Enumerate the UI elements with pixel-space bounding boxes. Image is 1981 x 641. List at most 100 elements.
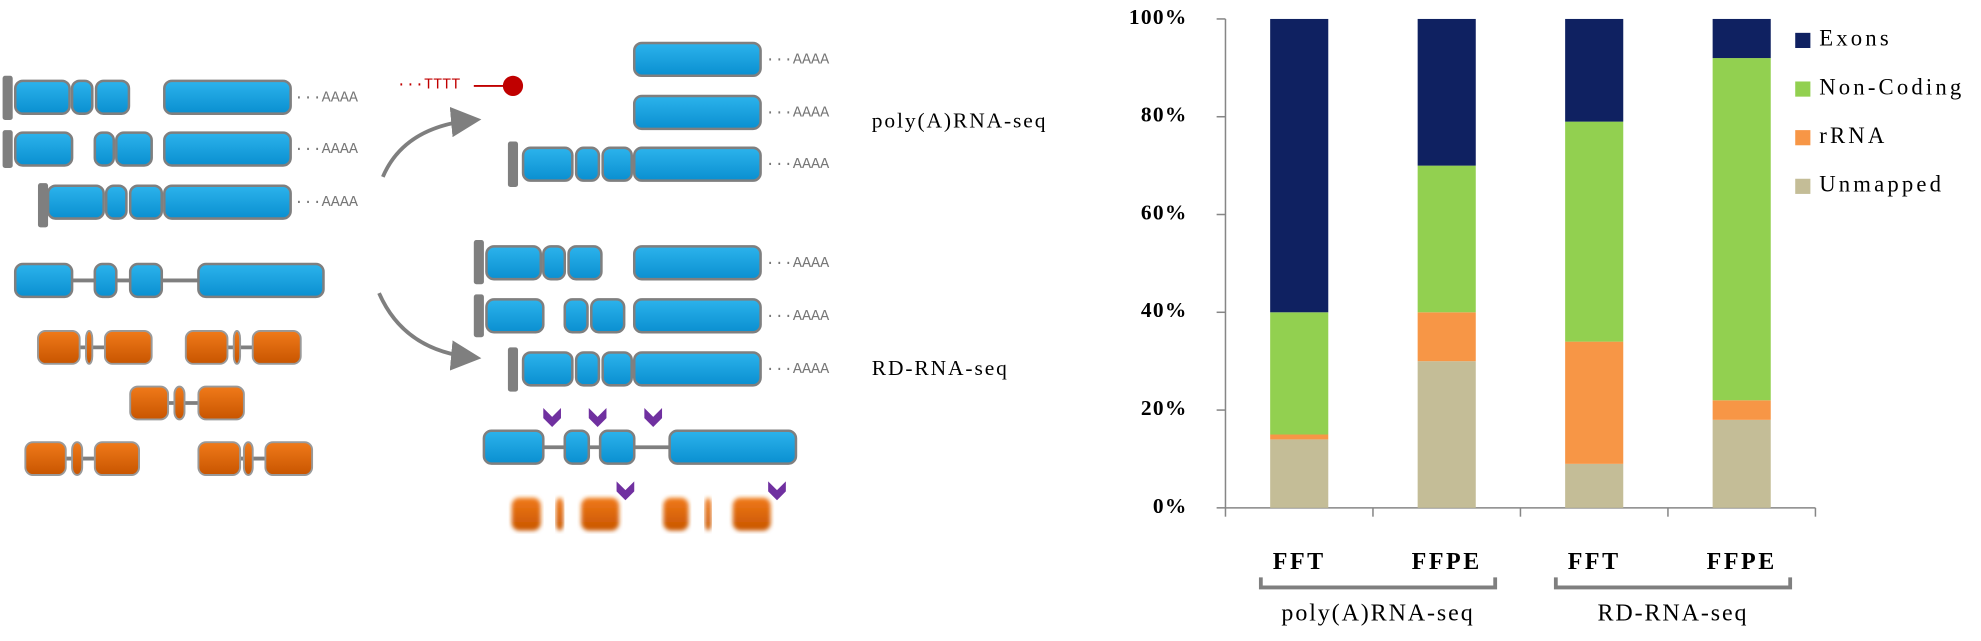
exon — [93, 262, 118, 299]
group-label: poly(A)RNA-seq — [1281, 601, 1474, 627]
fragment — [24, 441, 67, 476]
exon — [128, 184, 164, 220]
bar-segment — [1712, 58, 1771, 401]
exon — [197, 262, 325, 299]
group-label: RD-RNA-seq — [1598, 601, 1749, 627]
bar-segment — [1270, 439, 1329, 508]
poly-a-tail: ···AAAA — [294, 193, 359, 211]
exon — [521, 146, 574, 182]
bar-segment — [1270, 18, 1329, 313]
group-bracket — [1258, 577, 1498, 590]
arrow — [377, 292, 482, 371]
exon — [563, 429, 591, 465]
cut-site — [768, 481, 786, 501]
exon — [128, 262, 164, 299]
primer: ···TTTT — [397, 76, 461, 94]
bar-segment — [1565, 121, 1624, 342]
exon — [574, 146, 601, 182]
exon — [542, 245, 567, 281]
cap — [37, 183, 49, 228]
fragment — [732, 497, 771, 531]
exon — [598, 429, 636, 465]
bar-segment — [1712, 18, 1771, 59]
exon — [93, 131, 116, 167]
exon — [632, 94, 762, 131]
bar-segment — [1712, 400, 1771, 420]
method-label: poly(A)RNA-seq — [872, 108, 1048, 132]
legend-swatch — [1795, 130, 1811, 146]
cut-site — [588, 408, 607, 427]
fragment — [511, 497, 541, 531]
exon — [632, 351, 762, 387]
chart: 0% 20% 40% 60% 80% 100% FFT FFPE FFT FFPE poly(A)R… — [1129, 5, 1964, 627]
fragment — [129, 385, 170, 421]
group-bracket — [1553, 577, 1793, 590]
exon — [632, 146, 762, 182]
primer-bead — [502, 75, 524, 97]
exon — [482, 429, 545, 465]
fragment — [103, 330, 153, 365]
poly-a-tail: ···AAAA — [766, 254, 831, 272]
bar-segment — [1712, 419, 1771, 508]
exon — [163, 131, 292, 167]
fragment — [264, 441, 314, 476]
y-tick-label: 80% — [1141, 103, 1188, 127]
bar-segment — [1270, 312, 1329, 435]
exon — [46, 184, 105, 220]
fragment — [232, 330, 242, 365]
cap — [473, 294, 484, 338]
exon — [521, 351, 574, 387]
exon — [163, 79, 292, 115]
fragment — [555, 497, 564, 531]
legend-label: rRNA — [1819, 123, 1887, 148]
poly-a-tail: ···AAAA — [766, 360, 831, 378]
fragment — [242, 441, 254, 476]
arrow — [381, 106, 482, 178]
y-tick-label: 40% — [1141, 298, 1188, 322]
exon — [13, 262, 74, 299]
exon — [485, 298, 545, 334]
exon — [94, 79, 131, 115]
legend-label: Exons — [1819, 26, 1892, 51]
cap — [2, 75, 13, 121]
y-tick-label: 0% — [1153, 494, 1188, 518]
fragment — [85, 330, 94, 365]
fragment — [251, 330, 302, 365]
cap — [473, 240, 484, 285]
bar-segment — [1417, 18, 1476, 166]
exon — [590, 298, 626, 334]
fragment — [93, 441, 140, 476]
cap — [507, 141, 519, 187]
exon — [632, 41, 762, 78]
bar-segment — [1417, 165, 1476, 313]
exon — [601, 146, 633, 182]
diagram: ···AAAA ···AAAA ···AAAA ···TTTT ···AAAA ···AA… — [2, 41, 1048, 531]
bar-segment — [1565, 341, 1624, 464]
poly-a-tail: ···AAAA — [766, 307, 831, 325]
x-tick-label: FFT — [1273, 549, 1326, 575]
poly-a-tail: ···AAAA — [294, 140, 359, 158]
fragment — [71, 441, 84, 476]
exon — [668, 429, 798, 465]
bar-segment — [1417, 312, 1476, 362]
fragment — [663, 497, 689, 531]
cap — [507, 347, 519, 392]
bar-segment — [1565, 463, 1624, 508]
legend-swatch — [1795, 32, 1811, 49]
exon — [632, 245, 762, 281]
exon — [563, 298, 589, 334]
exon — [485, 245, 543, 281]
exon — [70, 79, 94, 115]
exon — [632, 298, 762, 334]
legend-label: Non-Coding — [1819, 74, 1964, 99]
exon — [13, 131, 74, 167]
cut-site — [543, 408, 561, 427]
poly-a-tail: ···AAAA — [294, 88, 359, 106]
x-tick-label: FFPE — [1412, 549, 1482, 575]
fragment — [37, 330, 81, 365]
exon — [567, 245, 603, 281]
bar-segment — [1417, 361, 1476, 508]
cut-site — [616, 481, 635, 501]
exon — [601, 351, 633, 387]
